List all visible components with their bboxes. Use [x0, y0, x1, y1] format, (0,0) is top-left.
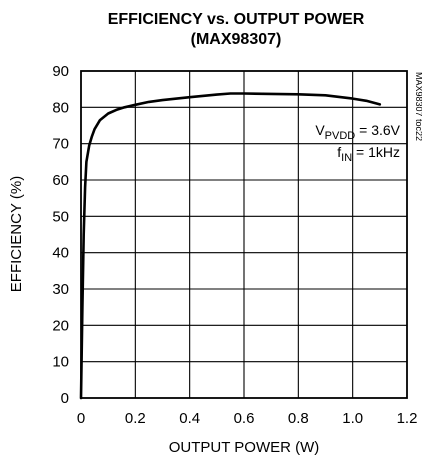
vpvdd-annotation: VPVDD = 3.6V — [315, 122, 400, 142]
vpvdd-value: = 3.6V — [355, 122, 400, 138]
x-tick-label: 0.8 — [288, 410, 309, 427]
series-layer — [79, 92, 382, 400]
y-axis-label: EFFICIENCY (%) — [8, 176, 25, 292]
fin-main: f — [337, 144, 341, 160]
x-tick-label: 0.2 — [125, 410, 146, 427]
y-tick-label: 40 — [52, 245, 69, 262]
y-tick-label: 90 — [52, 63, 69, 80]
y-tick-label: 70 — [52, 136, 69, 153]
x-tick-label: 1.0 — [342, 410, 363, 427]
fin-subscript: IN — [341, 152, 352, 164]
x-tick-labels: 0 0.2 0.4 0.6 0.8 1.0 1.2 — [77, 410, 418, 427]
x-tick-label: 0.4 — [179, 410, 200, 427]
y-tick-label: 0 — [61, 390, 69, 407]
x-tick-label: 1.2 — [397, 410, 418, 427]
y-tick-label: 50 — [52, 208, 69, 225]
fin-value: = 1kHz — [352, 144, 400, 160]
x-tick-label: 0 — [77, 410, 85, 427]
grid — [81, 71, 407, 398]
y-tick-labels: 0 10 20 30 40 50 60 70 80 90 — [52, 63, 69, 407]
chart-title-line1: EFFICIENCY vs. OUTPUT POWER — [108, 11, 365, 28]
y-tick-label: 30 — [52, 281, 69, 298]
x-tick-label: 0.6 — [234, 410, 255, 427]
chart-title-line2: (MAX98307) — [191, 31, 282, 48]
plot-frame — [80, 70, 408, 399]
vpvdd-main: V — [315, 122, 325, 138]
efficiency-series-line — [79, 92, 382, 400]
y-tick-label: 10 — [52, 354, 69, 371]
y-tick-label: 60 — [52, 172, 69, 189]
fin-annotation: fIN = 1kHz — [337, 144, 400, 164]
y-tick-label: 80 — [52, 99, 69, 116]
side-code-label: MAX98307 toc22 — [414, 72, 422, 141]
y-tick-label: 20 — [52, 317, 69, 334]
vpvdd-subscript: PVDD — [325, 130, 356, 142]
x-axis-label: OUTPUT POWER (W) — [169, 439, 320, 456]
